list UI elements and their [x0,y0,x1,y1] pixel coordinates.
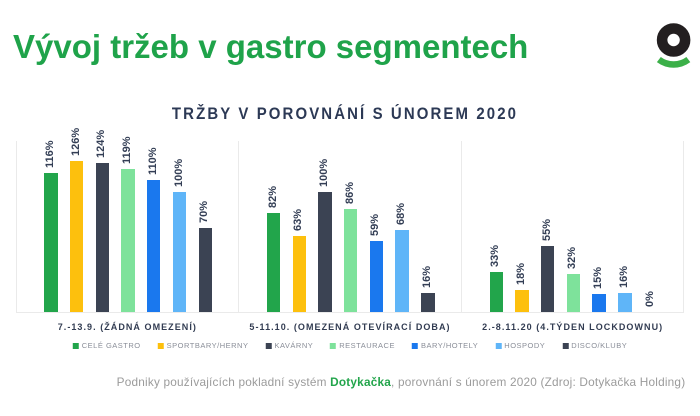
legend-item: SPORTBARY/HERNY [157,341,249,350]
bar [318,191,332,312]
category-label: 5-11.10. (OMEZENÁ OTEVÍRACÍ DOBA) [249,321,451,332]
legend-item: RESTAURACE [330,341,395,350]
legend-label: BARY/HOTELY [420,341,479,350]
bar-value-label: 16% [617,265,630,288]
bar-value-label: 0% [643,291,656,307]
bar [369,241,384,312]
legend-label: HOSPODY [504,341,546,350]
bar-value-label: 86% [343,181,356,204]
category-label: 7.-13.9. (ŽÁDNÁ OMEZENÍ) [57,321,197,332]
legend-swatch-icon [495,342,502,349]
chart-baseline [16,312,684,313]
bar-value-label: 116% [44,139,56,168]
bar-value-label: 59% [369,214,382,237]
legend-label: CELÉ GASTRO [81,341,141,350]
bar-value-label: 16% [420,265,433,288]
legend-item: BARY/HOTELY [411,341,479,350]
legend-swatch-icon [157,342,164,349]
legend-swatch-icon [330,342,337,349]
bar [618,292,632,312]
legend-label: KAVÁRNY [274,341,314,350]
legend-swatch-icon [411,342,418,349]
bar [70,160,84,312]
legend-item: DISCO/KLUBY [562,341,627,350]
footer-note: Podniky používajících pokladní systém Do… [117,375,686,389]
dotykacka-logo [656,23,691,68]
bar [172,191,187,312]
bar [395,230,409,312]
bar-value-label: 124% [95,129,108,158]
legend-swatch-icon [265,342,272,349]
bar-value-label: 55% [540,218,553,241]
bar-value-label: 82% [266,186,279,209]
bar [292,236,307,312]
bar [198,227,212,312]
bar [147,179,161,312]
legend-label: RESTAURACE [339,341,395,350]
bar [266,213,281,312]
bar [344,208,358,312]
bar [121,168,135,312]
bar-value-label: 100% [172,158,185,187]
legend-swatch-icon [562,342,569,349]
bar [44,172,58,312]
category-label: 2.-8.11.20 (4.TÝDEN LOCKDOWNU) [482,321,664,332]
bar-chart-plot: 116% 126% 124% 119% 110% 100% 70% 82% 63% 100% 86%… [16,127,684,312]
footer-text-prefix: Podniky používajících pokladní systém [116,375,331,389]
bar-value-label: 18% [515,263,528,286]
bar [541,245,555,312]
bar [566,273,581,312]
chart-panel: 33% 18% 55% 32% 15% 16% 0% [461,141,684,312]
panel-separator [238,141,240,312]
chart-legend: CELÉ GASTRO SPORTBARY/HERNY KAVÁRNY RESTAUR… [72,341,627,350]
bar-value-label: 33% [489,245,502,268]
bar-value-label: 100% [318,158,331,187]
legend-swatch-icon [72,342,79,349]
legend-label: DISCO/KLUBY [571,341,628,350]
plot-left-edge [16,141,17,312]
bar-value-label: 70% [198,200,211,223]
bar-value-label: 68% [395,203,408,226]
plot-right-edge [683,141,684,312]
logo-ring-icon [656,23,691,57]
legend-label: SPORTBARY/HERNY [166,341,249,350]
panel-separator [460,141,462,312]
bar [489,272,504,312]
legend-item: KAVÁRNY [265,341,313,350]
chart-panel: 82% 63% 100% 86% 59% 68% 16% [239,141,462,312]
footer-text-suffix: , porovnání s únorem 2020 (Zdroj: Dotyka… [391,375,686,389]
legend-item: HOSPODY [495,341,545,350]
footer-brand: Dotykačka [330,375,391,389]
bar-value-label: 126% [69,127,82,156]
bar-value-label: 110% [146,147,159,175]
bar-value-label: 119% [121,136,134,164]
bar [95,162,110,312]
bar-value-label: 63% [292,209,305,232]
bar [592,293,606,312]
page-title: Vývoj tržeb v gastro segmentech [13,28,529,65]
bar [515,290,529,312]
bar-value-label: 32% [566,246,579,269]
chart-panel: 116% 126% 124% 119% 110% 100% 70% [16,127,239,312]
legend-item: CELÉ GASTRO [72,341,141,350]
logo-smile-icon [656,56,691,68]
bar [421,292,435,312]
bar-value-label: 15% [592,266,605,289]
chart-title: TRŽBY V POROVNÁNÍ S ÚNOREM 2020 [171,104,519,123]
